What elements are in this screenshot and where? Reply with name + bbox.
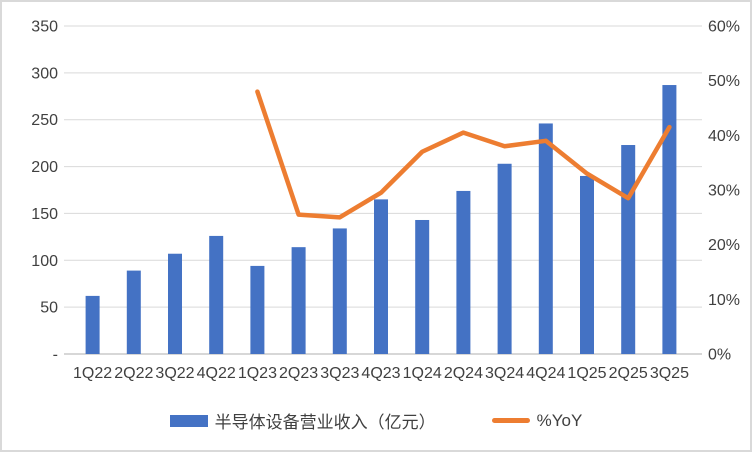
left-axis-tick-label: 100 xyxy=(31,253,58,270)
revenue-bar xyxy=(250,265,265,354)
x-axis-category-label: 1Q24 xyxy=(403,365,442,382)
bar-series-swatch xyxy=(169,414,208,427)
revenue-bar xyxy=(209,235,224,354)
left-axis-tick-label: 200 xyxy=(31,159,58,176)
revenue-bar xyxy=(497,163,512,354)
revenue-bar xyxy=(456,190,471,354)
right-axis-tick-label: 60% xyxy=(708,19,740,36)
right-axis-tick-label: 10% xyxy=(708,292,740,309)
chart-svg: - 50 100 150 200 250 300 350 0% 10% 20% 30% 40% 50% 60… xyxy=(31,19,740,383)
x-axis-category-label: 4Q24 xyxy=(526,365,565,382)
right-axis-tick-label: 0% xyxy=(708,347,731,364)
revenue-bar xyxy=(126,270,141,354)
x-axis-category-label: 4Q22 xyxy=(197,365,236,382)
left-axis-tick-label: 150 xyxy=(31,206,58,223)
line-series-swatch xyxy=(491,418,530,423)
x-axis-category-label: 2Q23 xyxy=(279,365,318,382)
right-axis-tick-label: 50% xyxy=(708,73,740,90)
x-axis-category-label: 3Q23 xyxy=(320,365,359,382)
revenue-bar xyxy=(168,253,182,354)
left-axis-tick-label: 350 xyxy=(31,19,58,36)
x-axis-category-label: 3Q22 xyxy=(155,365,194,382)
revenue-bar xyxy=(85,295,100,354)
revenue-bar xyxy=(662,85,677,354)
yoy-line xyxy=(255,89,672,220)
revenue-bar xyxy=(374,199,388,354)
revenue-bar xyxy=(580,175,594,354)
x-axis-category-label: 3Q24 xyxy=(485,365,524,382)
left-axis-tick-label: - xyxy=(53,347,58,364)
legend-item-revenue: 半导体设备营业收入（亿元） xyxy=(169,408,436,433)
legend-label-revenue: 半导体设备营业收入（亿元） xyxy=(214,413,436,432)
left-axis-tick-label: 50 xyxy=(40,300,58,317)
x-axis-category-label: 2Q22 xyxy=(114,365,153,382)
left-axis-tick-label: 300 xyxy=(31,65,58,82)
legend-item-yoy: %YoY xyxy=(491,410,583,431)
revenue-bar xyxy=(332,228,347,354)
revenue-bar xyxy=(621,145,636,354)
x-axis-category-label: 3Q25 xyxy=(650,365,689,382)
chart-legend: 半导体设备营业收入（亿元） %YoY xyxy=(2,408,750,433)
right-axis-tick-label: 20% xyxy=(708,237,740,254)
x-axis-category-label: 2Q25 xyxy=(609,365,648,382)
x-axis-category-label: 2Q24 xyxy=(444,365,483,382)
x-axis-category-label: 1Q22 xyxy=(73,365,112,382)
right-axis-tick-label: 30% xyxy=(708,183,740,200)
x-axis-category-label: 1Q25 xyxy=(567,365,606,382)
revenue-bar xyxy=(538,123,553,354)
revenue-bar xyxy=(291,247,306,354)
revenue-bar xyxy=(415,219,430,354)
right-axis-tick-label: 40% xyxy=(708,128,740,145)
legend-label-yoy: %YoY xyxy=(536,410,583,430)
x-axis-category-label: 1Q23 xyxy=(238,365,277,382)
x-axis-category-label: 4Q23 xyxy=(361,365,400,382)
left-axis-tick-label: 250 xyxy=(31,112,58,129)
